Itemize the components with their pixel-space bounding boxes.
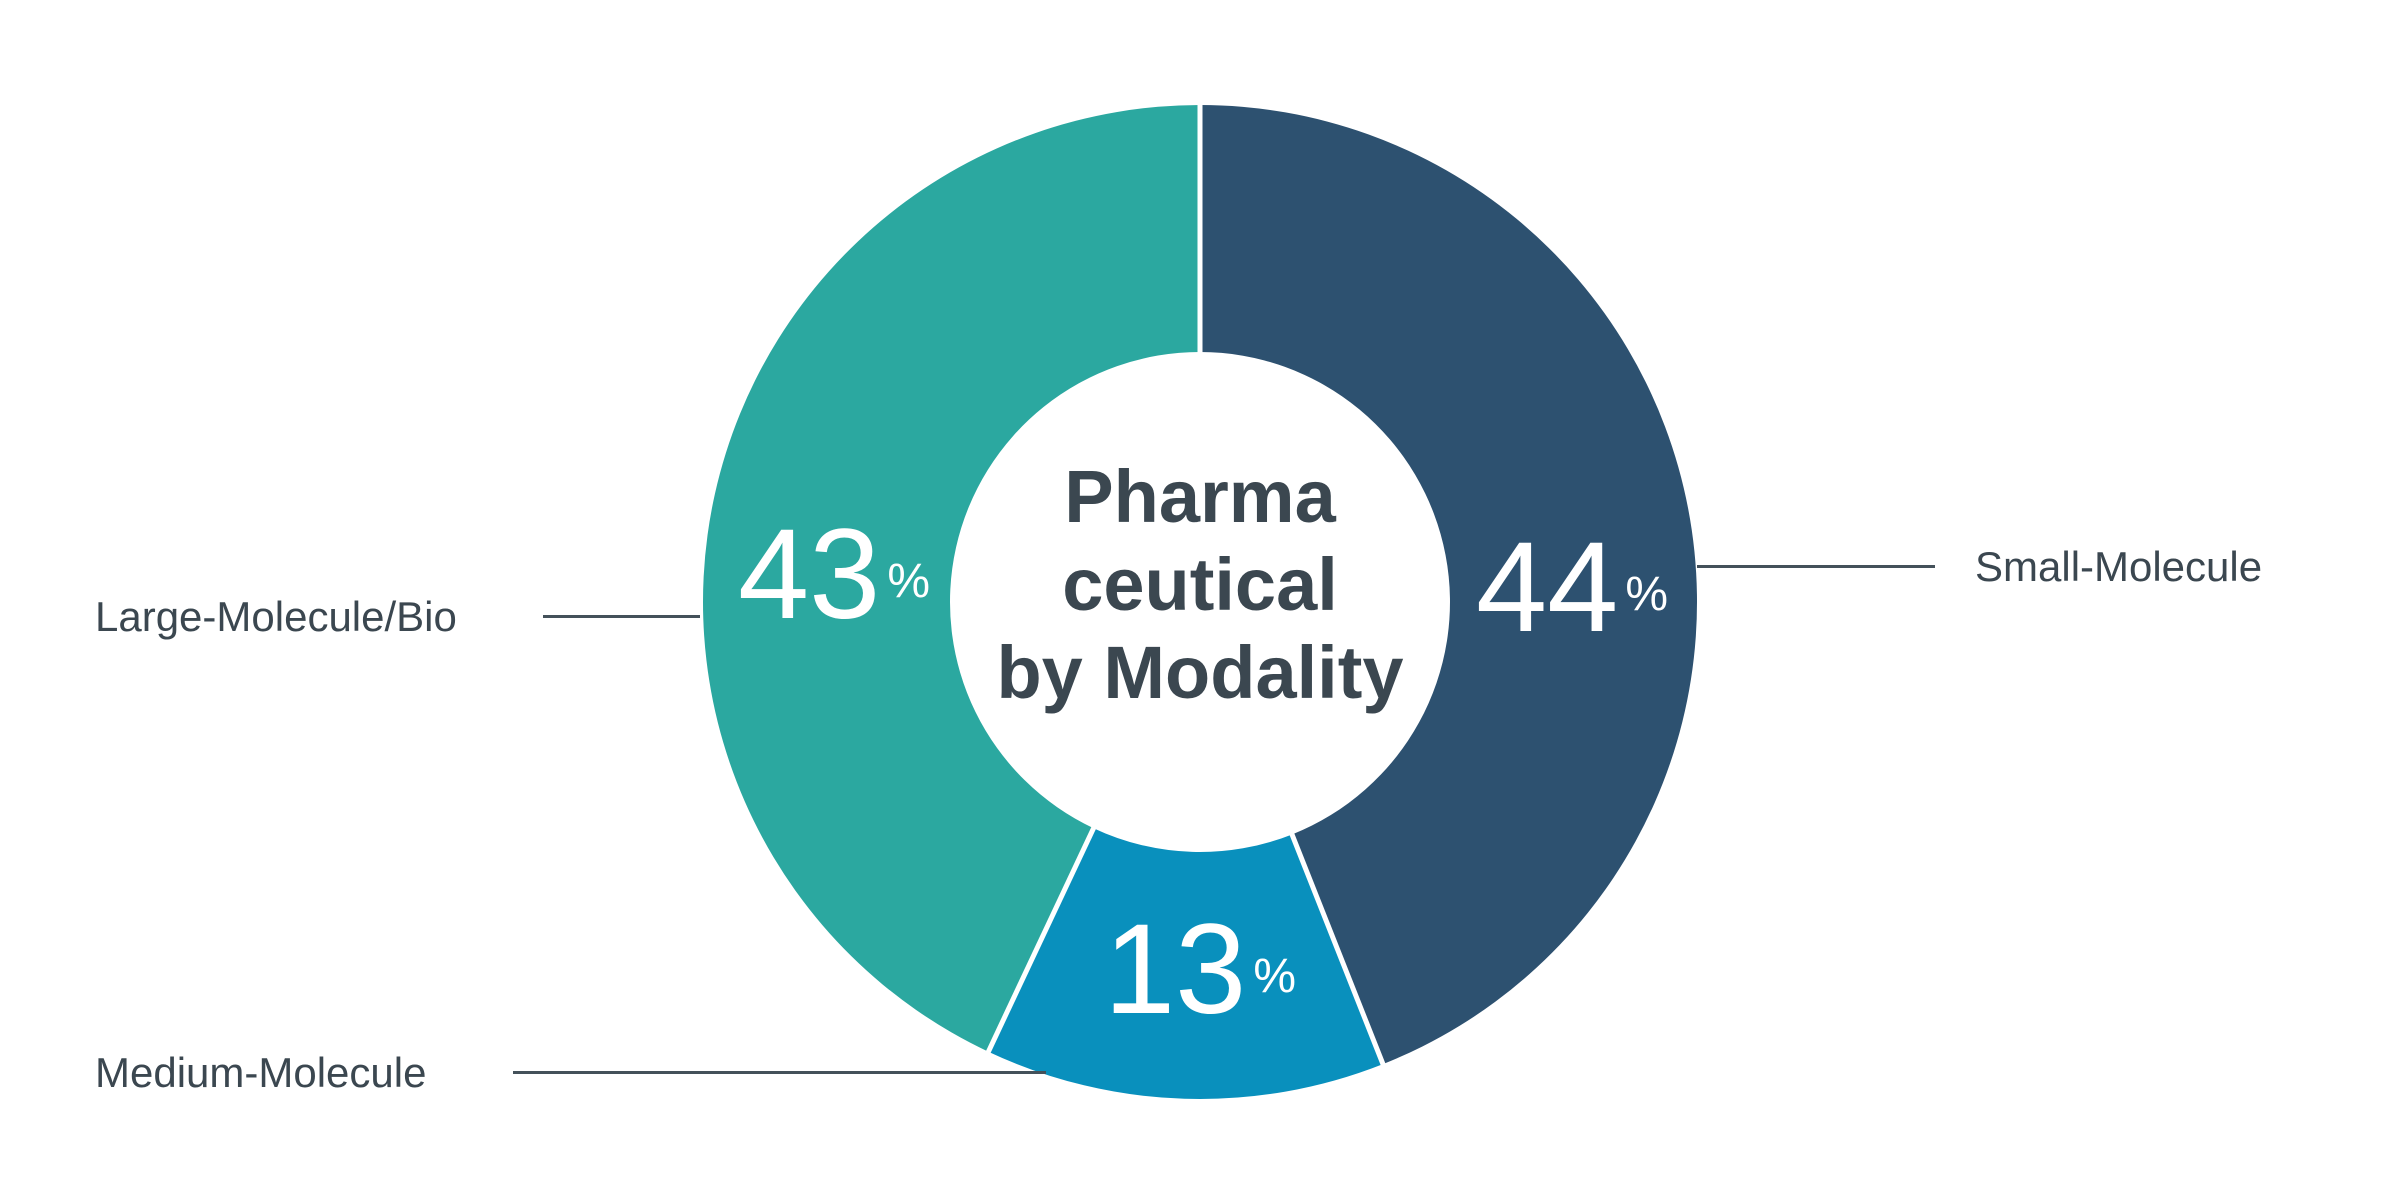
value-digits-small-molecule: 44 — [1475, 516, 1619, 659]
value-unit-medium-molecule: % — [1253, 950, 1297, 1003]
segment-divider — [985, 822, 1098, 1055]
value-label-medium-molecule: 13 % — [1104, 906, 1296, 1034]
value-label-small-molecule: 44 % — [1476, 524, 1668, 652]
donut-segment-medium-molecule — [988, 828, 1383, 1100]
center-title-line-3: by Modality — [996, 631, 1404, 714]
callout-label-small-molecule: Small-Molecule — [1975, 543, 2263, 590]
chart-center-title: Pharma ceutical by Modality — [996, 453, 1403, 717]
callout-line-medium-molecule — [513, 1071, 1046, 1074]
value-digits-medium-molecule: 13 — [1103, 898, 1247, 1041]
donut-segment-small-molecule — [1200, 104, 1698, 1065]
donut-segment-large-molecule-bio — [703, 105, 1200, 1052]
value-label-large-molecule-bio: 43 % — [738, 511, 930, 639]
center-title-line-2: ceutical — [1062, 543, 1338, 626]
callout-label-medium-molecule: Medium-Molecule — [95, 1049, 427, 1096]
value-unit-large-molecule-bio: % — [887, 555, 931, 608]
center-title-line-1: Pharma — [1064, 455, 1336, 538]
value-digits-large-molecule-bio: 43 — [737, 503, 881, 646]
callout-line-small-molecule — [1697, 565, 1935, 568]
value-unit-small-molecule: % — [1625, 568, 1669, 621]
callout-line-large-molecule-bio — [543, 615, 700, 618]
callout-label-large-molecule-bio: Large-Molecule/Bio — [95, 593, 457, 640]
segment-divider — [1287, 828, 1387, 1067]
